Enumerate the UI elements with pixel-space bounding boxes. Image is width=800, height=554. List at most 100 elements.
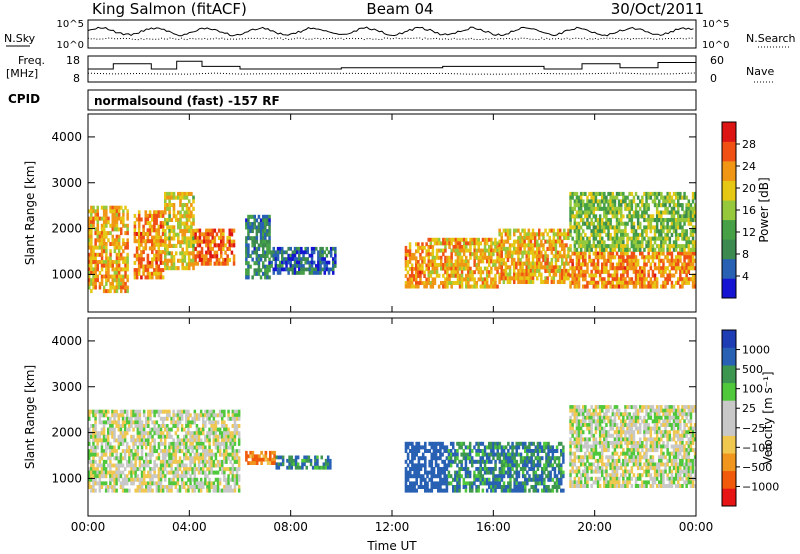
heatmap-cell (588, 251, 591, 256)
heatmap-cell (137, 239, 141, 244)
heatmap-cell (460, 445, 463, 450)
heatmap-cell (130, 420, 133, 425)
heatmap-cell (565, 254, 568, 259)
heatmap-cell (259, 225, 263, 230)
heatmap-cell (494, 463, 497, 468)
heatmap-cell (253, 457, 257, 462)
heatmap-cell (630, 244, 634, 249)
heatmap-cell (689, 229, 693, 234)
heatmap-cell (259, 268, 263, 273)
heatmap-cell (556, 235, 560, 240)
heatmap-cell (109, 431, 112, 436)
heatmap-cell (183, 441, 186, 446)
heatmap-cell (202, 416, 205, 421)
heatmap-cell (421, 456, 425, 461)
heatmap-cell (598, 199, 602, 204)
heatmap-cell (685, 203, 688, 208)
heatmap-cell (298, 267, 301, 272)
heatmap-cell (632, 284, 636, 289)
heatmap-cell (546, 276, 549, 281)
heatmap-cell (98, 470, 102, 475)
heatmap-cell (314, 458, 317, 463)
heatmap-cell (255, 271, 259, 276)
heatmap-cell (467, 259, 470, 264)
heatmap-cell (413, 267, 416, 271)
heatmap-cell (225, 467, 228, 472)
heatmap-cell (190, 229, 193, 234)
heatmap-cell (598, 240, 602, 245)
heatmap-cell (521, 235, 524, 240)
heatmap-cell (666, 247, 669, 252)
heatmap-cell (494, 445, 497, 450)
heatmap-cell (679, 251, 682, 256)
heatmap-cell (462, 467, 466, 471)
heatmap-cell (161, 434, 165, 439)
heatmap-cell (496, 452, 499, 457)
heatmap-cell (538, 268, 541, 273)
heatmap-cell (155, 474, 159, 479)
heatmap-cell (411, 481, 414, 486)
heatmap-cell (202, 261, 206, 266)
heatmap-cell (164, 474, 167, 479)
heatmap-cell (183, 456, 186, 461)
heatmap-cell (515, 261, 518, 266)
colorbar-swatch (722, 122, 736, 142)
heatmap-cell (255, 457, 259, 462)
heatmap-cell (295, 246, 299, 251)
heatmap-cell (176, 481, 180, 486)
heatmap-cell (100, 238, 104, 243)
heatmap-cell (655, 214, 659, 219)
heatmap-cell (496, 241, 499, 246)
heatmap-cell (404, 252, 408, 257)
heatmap-cell (146, 260, 150, 265)
heatmap-cell (419, 481, 423, 486)
heatmap-cell (119, 459, 123, 464)
heatmap-cell (490, 485, 493, 489)
heatmap-cell (157, 413, 161, 418)
heatmap-cell (450, 270, 453, 275)
heatmap-cell (148, 228, 152, 233)
heatmap-cell (237, 416, 241, 421)
heatmap-cell (231, 441, 235, 446)
heatmap-cell (449, 481, 453, 486)
heatmap-cell (296, 455, 300, 460)
heatmap-cell (100, 474, 104, 479)
heatmap-cell (130, 463, 133, 468)
heatmap-cell (444, 245, 447, 249)
heatmap-cell (594, 251, 598, 256)
heatmap-cell (473, 248, 476, 253)
heatmap-cell (96, 267, 99, 272)
heatmap-cell (465, 255, 468, 260)
heatmap-cell (481, 467, 485, 471)
heatmap-cell (615, 206, 619, 211)
heatmap-cell (255, 257, 259, 262)
heatmap-cell (223, 452, 226, 457)
heatmap-cell (155, 488, 159, 493)
heatmap-cell (273, 461, 276, 465)
heatmap-cell (615, 218, 619, 223)
heatmap-cell (102, 467, 106, 472)
heatmap-cell (96, 234, 99, 239)
heatmap-cell (94, 216, 97, 221)
heatmap-cell (316, 462, 319, 467)
heatmap-cell (247, 222, 250, 226)
heatmap-cell (653, 195, 657, 200)
heatmap-cell (496, 252, 499, 257)
heatmap-cell (168, 217, 171, 222)
heatmap-cell (283, 267, 286, 272)
heatmap-cell (120, 267, 123, 272)
heatmap-cell (449, 456, 453, 461)
heatmap-cell (310, 271, 314, 275)
heatmap-cell (159, 271, 163, 276)
heatmap-cell (225, 431, 228, 436)
heatmap-cell (571, 225, 574, 230)
heatmap-cell (216, 449, 220, 454)
heatmap-cell (305, 455, 308, 460)
heatmap-cell (517, 279, 520, 284)
heatmap-cell (206, 409, 209, 414)
heatmap-cell (458, 263, 462, 267)
heatmap-cell (529, 243, 533, 248)
heatmap-cell (645, 199, 648, 204)
heatmap-cell (90, 434, 93, 439)
heatmap-cell (683, 229, 686, 234)
